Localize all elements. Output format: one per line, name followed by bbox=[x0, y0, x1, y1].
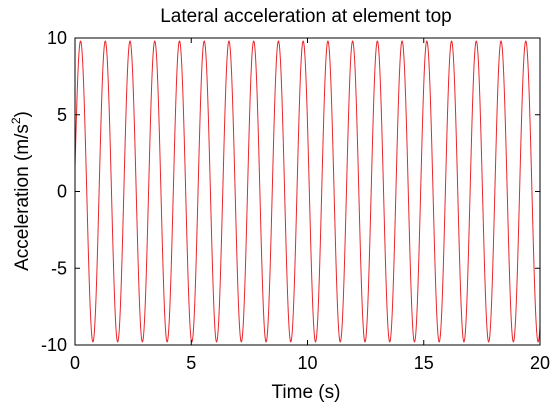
y-tick-label: -5 bbox=[51, 258, 67, 278]
y-axis-label: Acceleration (m/s2) bbox=[9, 111, 33, 271]
y-tick-label: -10 bbox=[41, 335, 67, 355]
y-tick-label: 10 bbox=[47, 28, 67, 48]
x-axis-label: Time (s) bbox=[272, 382, 341, 403]
y-tick-label: 5 bbox=[57, 105, 67, 125]
series-line-0 bbox=[74, 40, 541, 343]
x-tick-label: 20 bbox=[530, 353, 550, 373]
y-tick-label: 0 bbox=[57, 182, 67, 202]
y-axis-label-superscript: 2 bbox=[9, 117, 23, 124]
y-axis-label-main: Acceleration (m/s bbox=[12, 124, 33, 271]
plot-area: 0 5 10 15 20 -10 -5 0 5 10 bbox=[41, 28, 550, 373]
y-axis-label-end: ) bbox=[12, 111, 33, 117]
x-tick-label: 5 bbox=[186, 353, 196, 373]
x-tick-label: 10 bbox=[297, 353, 317, 373]
x-tick-label: 0 bbox=[70, 353, 80, 373]
chart-title: Lateral acceleration at element top bbox=[160, 6, 452, 27]
x-tick-label: 15 bbox=[414, 353, 434, 373]
